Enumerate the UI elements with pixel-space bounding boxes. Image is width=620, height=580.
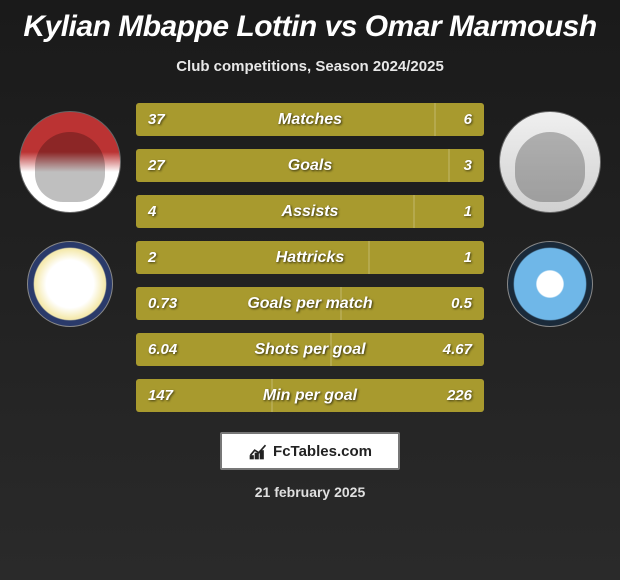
player2-silhouette — [515, 132, 585, 202]
stat-row: 376Matches — [136, 103, 484, 136]
stat-label: Assists — [136, 203, 484, 221]
player2-avatar — [499, 111, 601, 213]
vs-text: vs — [325, 10, 357, 43]
right-side — [490, 103, 610, 327]
left-side — [10, 103, 130, 327]
player1-silhouette — [35, 132, 105, 202]
player2-club-crest — [507, 241, 593, 327]
stat-row: 147226Min per goal — [136, 379, 484, 412]
stat-bars: 376Matches 273Goals 41Assists 21Hattricks 0.… — [136, 103, 484, 412]
date-label: 21 february 2025 — [255, 484, 366, 500]
player1-name: Kylian Mbappe Lottin — [23, 10, 316, 43]
chart-icon — [248, 441, 268, 461]
stat-row: 0.730.5Goals per match — [136, 287, 484, 320]
stat-row: 21Hattricks — [136, 241, 484, 274]
stat-label: Min per goal — [136, 387, 484, 405]
stat-label: Goals — [136, 157, 484, 175]
player1-avatar — [19, 111, 121, 213]
stat-label: Matches — [136, 111, 484, 129]
subtitle: Club competitions, Season 2024/2025 — [176, 58, 444, 75]
source-badge[interactable]: FcTables.com — [220, 432, 400, 470]
player1-club-crest — [27, 241, 113, 327]
stat-row: 41Assists — [136, 195, 484, 228]
source-label: FcTables.com — [273, 443, 372, 460]
comparison-title: Kylian Mbappe Lottin vs Omar Marmoush — [23, 10, 596, 44]
stat-label: Shots per goal — [136, 341, 484, 359]
player2-name: Omar Marmoush — [365, 10, 597, 43]
stat-label: Goals per match — [136, 295, 484, 313]
main-content: 376Matches 273Goals 41Assists 21Hattricks 0.… — [10, 103, 610, 412]
stat-row: 273Goals — [136, 149, 484, 182]
stat-label: Hattricks — [136, 249, 484, 267]
stat-row: 6.044.67Shots per goal — [136, 333, 484, 366]
